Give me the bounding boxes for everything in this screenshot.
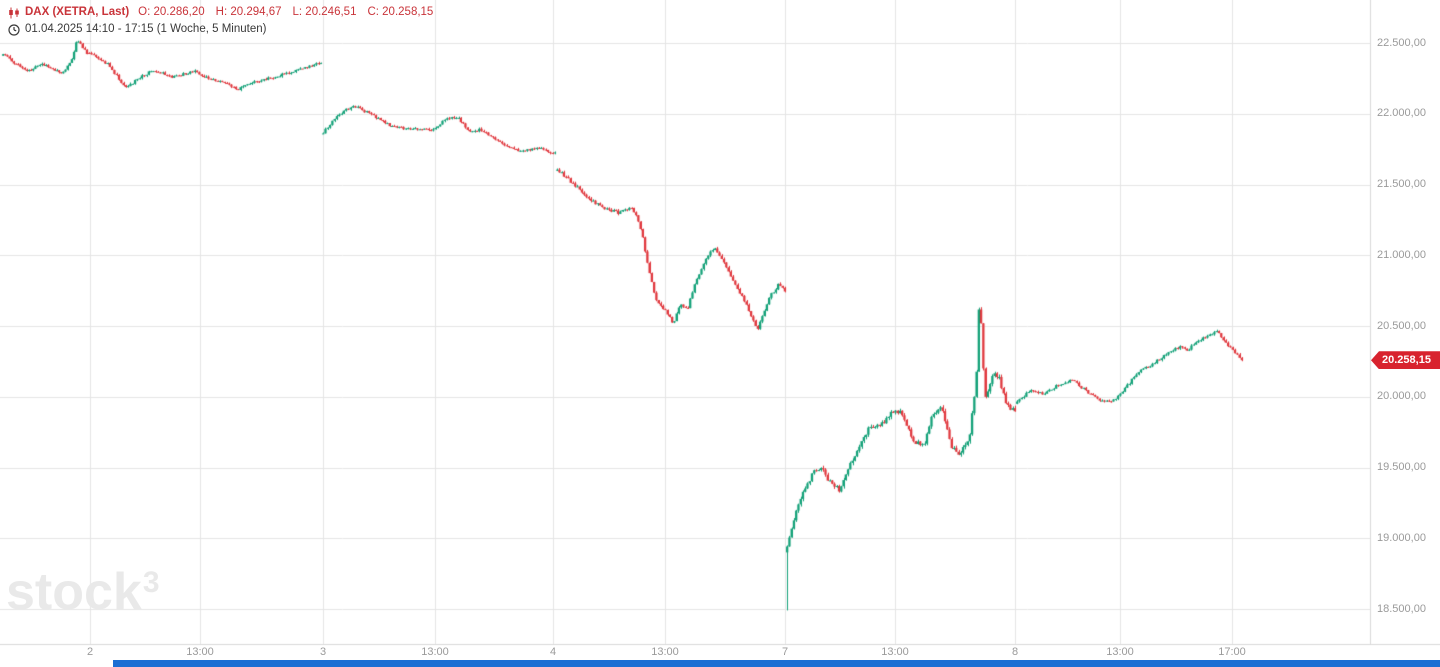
- time-axis-label: 4: [549, 646, 557, 658]
- time-axis-label: 7: [781, 646, 789, 658]
- ohlc-close: C: 20.258,15: [367, 6, 434, 18]
- ohlc-high: H: 20.294,67: [215, 6, 282, 18]
- price-axis-label: 21.000,00: [1377, 248, 1426, 261]
- timeframe-row: 01.04.2025 14:10 - 17:15 (1 Woche, 5 Min…: [8, 22, 439, 37]
- scrollbar[interactable]: [113, 660, 1440, 667]
- last-price-tag: 20.258,15: [1371, 351, 1440, 370]
- time-axis-label: 13:00: [651, 646, 679, 658]
- price-axis-label: 20.500,00: [1377, 319, 1426, 332]
- time-axis-label: 13:00: [1106, 646, 1134, 658]
- time-axis-label: 13:00: [421, 646, 449, 658]
- price-axis-label: 21.500,00: [1377, 178, 1426, 190]
- price-axis-label: 18.500,00: [1377, 602, 1426, 615]
- price-axis-label: 20.000,00: [1377, 390, 1426, 403]
- ohlc-open: O: 20.286,20: [138, 6, 205, 18]
- clock-icon: [8, 23, 20, 36]
- candlestick-icon: [8, 7, 20, 19]
- time-axis-label: 8: [1011, 646, 1019, 658]
- watermark-text: stock: [6, 563, 142, 621]
- time-axis-label: 13:00: [186, 646, 214, 658]
- price-axis-label: 19.500,00: [1377, 461, 1426, 473]
- watermark-logo: stock3: [6, 563, 160, 621]
- time-axis-label: 2: [86, 646, 94, 658]
- ohlc-low: L: 20.246,51: [292, 6, 357, 18]
- price-axis-label: 22.000,00: [1377, 107, 1426, 120]
- instrument-row: DAX (XETRA, Last) O: 20.286,20 H: 20.294…: [8, 5, 439, 20]
- instrument-name: DAX (XETRA, Last): [25, 6, 130, 18]
- price-axis-label: 22.500,00: [1377, 36, 1426, 49]
- timeframe-label: 01.04.2025 14:10 - 17:15 (1 Woche, 5 Min…: [25, 23, 267, 35]
- price-axis-label: 19.000,00: [1377, 531, 1426, 544]
- time-axis-label: 3: [319, 646, 327, 658]
- chart-header: DAX (XETRA, Last) O: 20.286,20 H: 20.294…: [8, 5, 439, 37]
- time-axis-label: 17:00: [1218, 646, 1246, 658]
- watermark-sup: 3: [142, 566, 160, 599]
- time-axis-label: 13:00: [881, 646, 909, 658]
